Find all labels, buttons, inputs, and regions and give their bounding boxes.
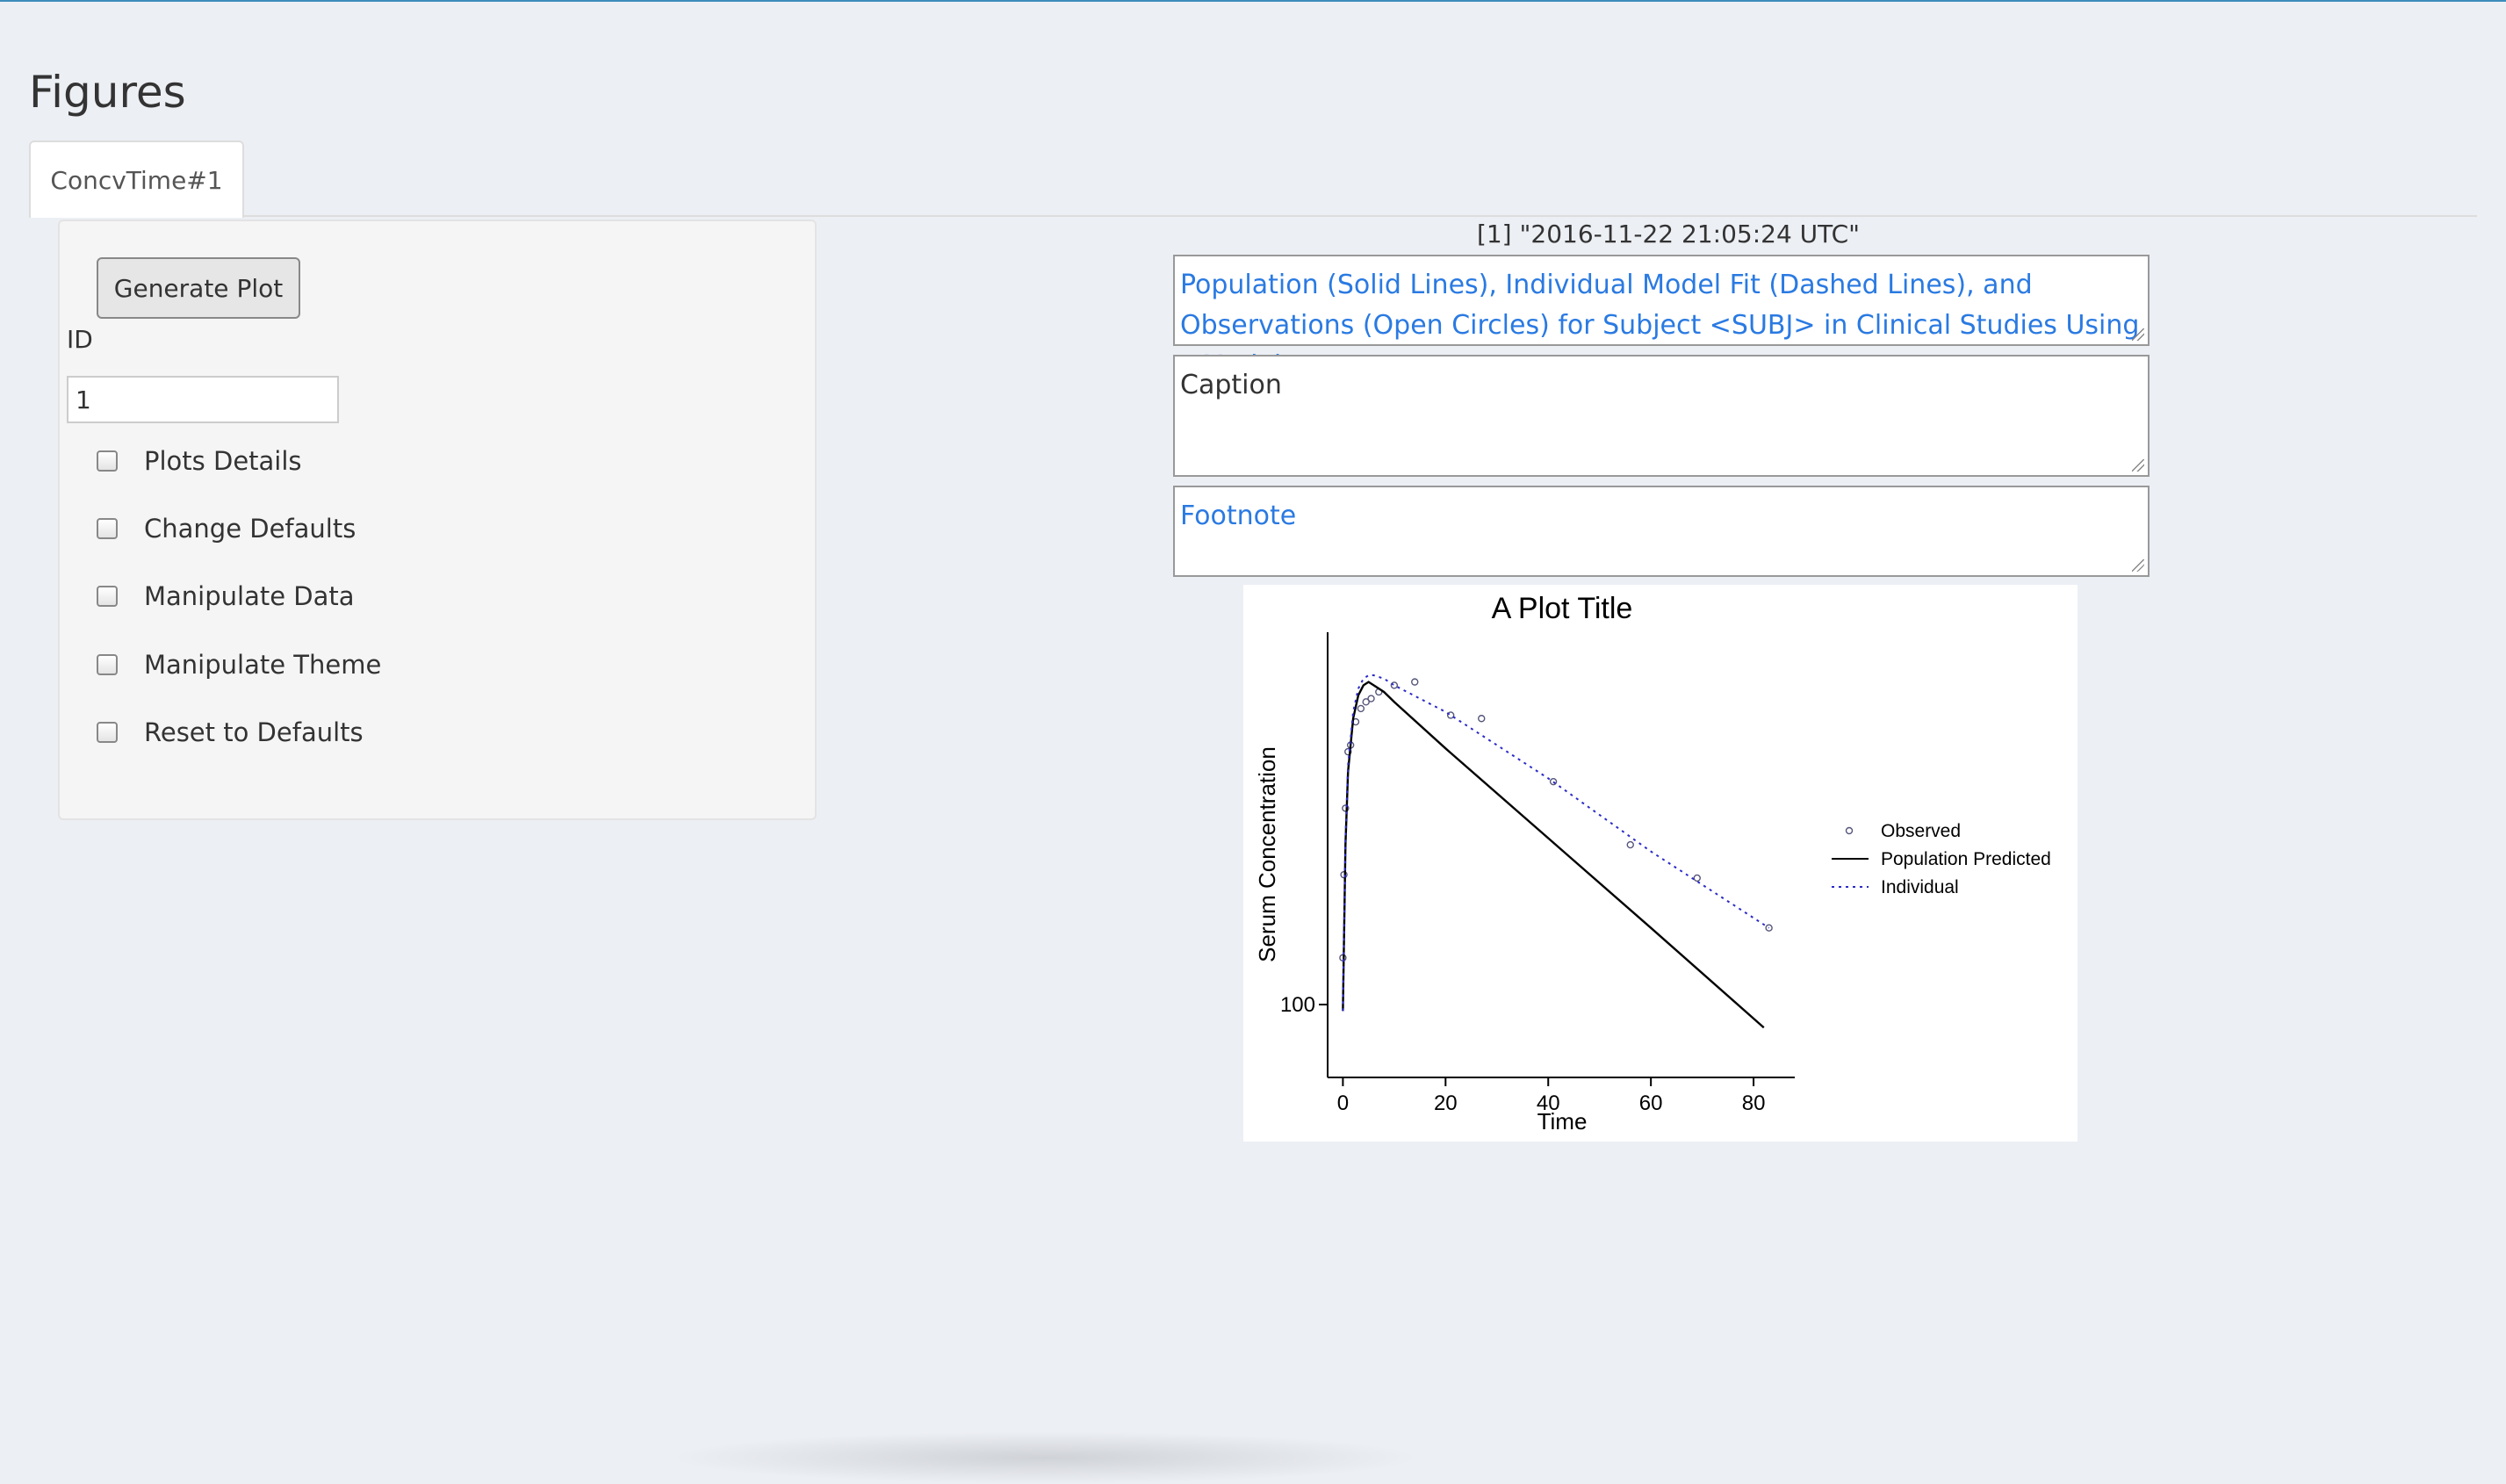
y-axis-label: Serum Concentration — [1254, 746, 1280, 962]
x-tick-label: 40 — [1537, 1091, 1560, 1115]
x-tick-label: 20 — [1434, 1091, 1458, 1115]
caption-text: Caption — [1180, 370, 1282, 400]
timestamp-output: [1] "2016-11-22 21:05:24 UTC" — [1476, 220, 1861, 249]
observed-point — [1693, 874, 1701, 882]
observed-point — [1411, 678, 1419, 686]
observed-point — [1446, 711, 1455, 719]
id-label: ID — [67, 325, 93, 354]
legend-label: Observed — [1881, 821, 1961, 841]
id-input[interactable] — [67, 376, 339, 423]
population-predicted-line — [1342, 681, 1765, 1029]
observed-point — [1344, 747, 1352, 756]
checkbox-label: Manipulate Data — [144, 581, 355, 611]
observed-point — [1390, 681, 1399, 689]
observed-point — [1765, 924, 1773, 932]
observed-point — [1549, 777, 1558, 786]
generate-plot-button[interactable]: Generate Plot — [97, 257, 300, 319]
tab-concvtime-1[interactable]: ConcvTime#1 — [29, 140, 244, 218]
legend-label: Individual — [1881, 877, 1959, 897]
footnote-text: Footnote — [1180, 501, 1297, 531]
caption-textarea[interactable]: Caption — [1173, 355, 2150, 477]
bottom-shadow — [667, 1431, 1422, 1484]
checkbox-label: Manipulate Theme — [144, 650, 382, 680]
x-tick-label: 0 — [1337, 1091, 1349, 1115]
checkbox-box[interactable] — [97, 586, 118, 607]
observed-point — [1357, 704, 1365, 713]
observed-point — [1478, 715, 1486, 723]
controls-panel — [58, 220, 817, 820]
checkbox-manipulate-data[interactable]: Manipulate Data — [97, 579, 355, 614]
checkbox-box[interactable] — [97, 518, 118, 539]
checkbox-change-defaults[interactable]: Change Defaults — [97, 511, 356, 546]
chart-title: A Plot Title — [1492, 592, 1633, 625]
x-tick-label: 80 — [1742, 1091, 1766, 1115]
checkbox-box[interactable] — [97, 450, 118, 472]
legend-observed-marker — [1845, 826, 1854, 835]
checkbox-box[interactable] — [97, 722, 118, 743]
checkbox-label: Change Defaults — [144, 514, 356, 544]
individual-line — [1342, 674, 1770, 1012]
observed-point — [1342, 804, 1350, 812]
checkbox-label: Reset to Defaults — [144, 717, 364, 747]
x-axis-label: Time — [1537, 1108, 1588, 1135]
x-tick-label: 60 — [1639, 1091, 1663, 1115]
y-tick-label: 100 — [1280, 993, 1315, 1017]
checkbox-reset-defaults[interactable]: Reset to Defaults — [97, 715, 364, 750]
resize-grip-icon[interactable] — [2132, 328, 2144, 341]
tabs-divider — [29, 215, 2477, 217]
plot-image: A Plot Title 0 20 40 60 80 100 Time Serum Co… — [1243, 585, 2078, 1142]
figure-title-textarea[interactable]: Population (Solid Lines), Individual Mod… — [1173, 255, 2150, 381]
observed-point — [1626, 840, 1634, 849]
footnote-textarea[interactable]: Footnote — [1173, 486, 2150, 577]
page-title: Figures — [29, 67, 186, 118]
top-accent-line — [0, 0, 2506, 2]
resize-grip-icon[interactable] — [2132, 459, 2144, 472]
observed-point — [1367, 695, 1375, 702]
checkbox-box[interactable] — [97, 654, 118, 675]
legend-label: Population Predicted — [1881, 849, 2051, 869]
concentration-time-chart: A Plot Title 0 20 40 60 80 100 Time Serum Co… — [1254, 592, 2051, 1135]
checkbox-plots-details[interactable]: Plots Details — [97, 443, 302, 479]
resize-grip-icon[interactable] — [2132, 559, 2144, 572]
checkbox-label: Plots Details — [144, 446, 302, 476]
observed-point — [1362, 698, 1370, 706]
checkbox-manipulate-theme[interactable]: Manipulate Theme — [97, 647, 381, 682]
